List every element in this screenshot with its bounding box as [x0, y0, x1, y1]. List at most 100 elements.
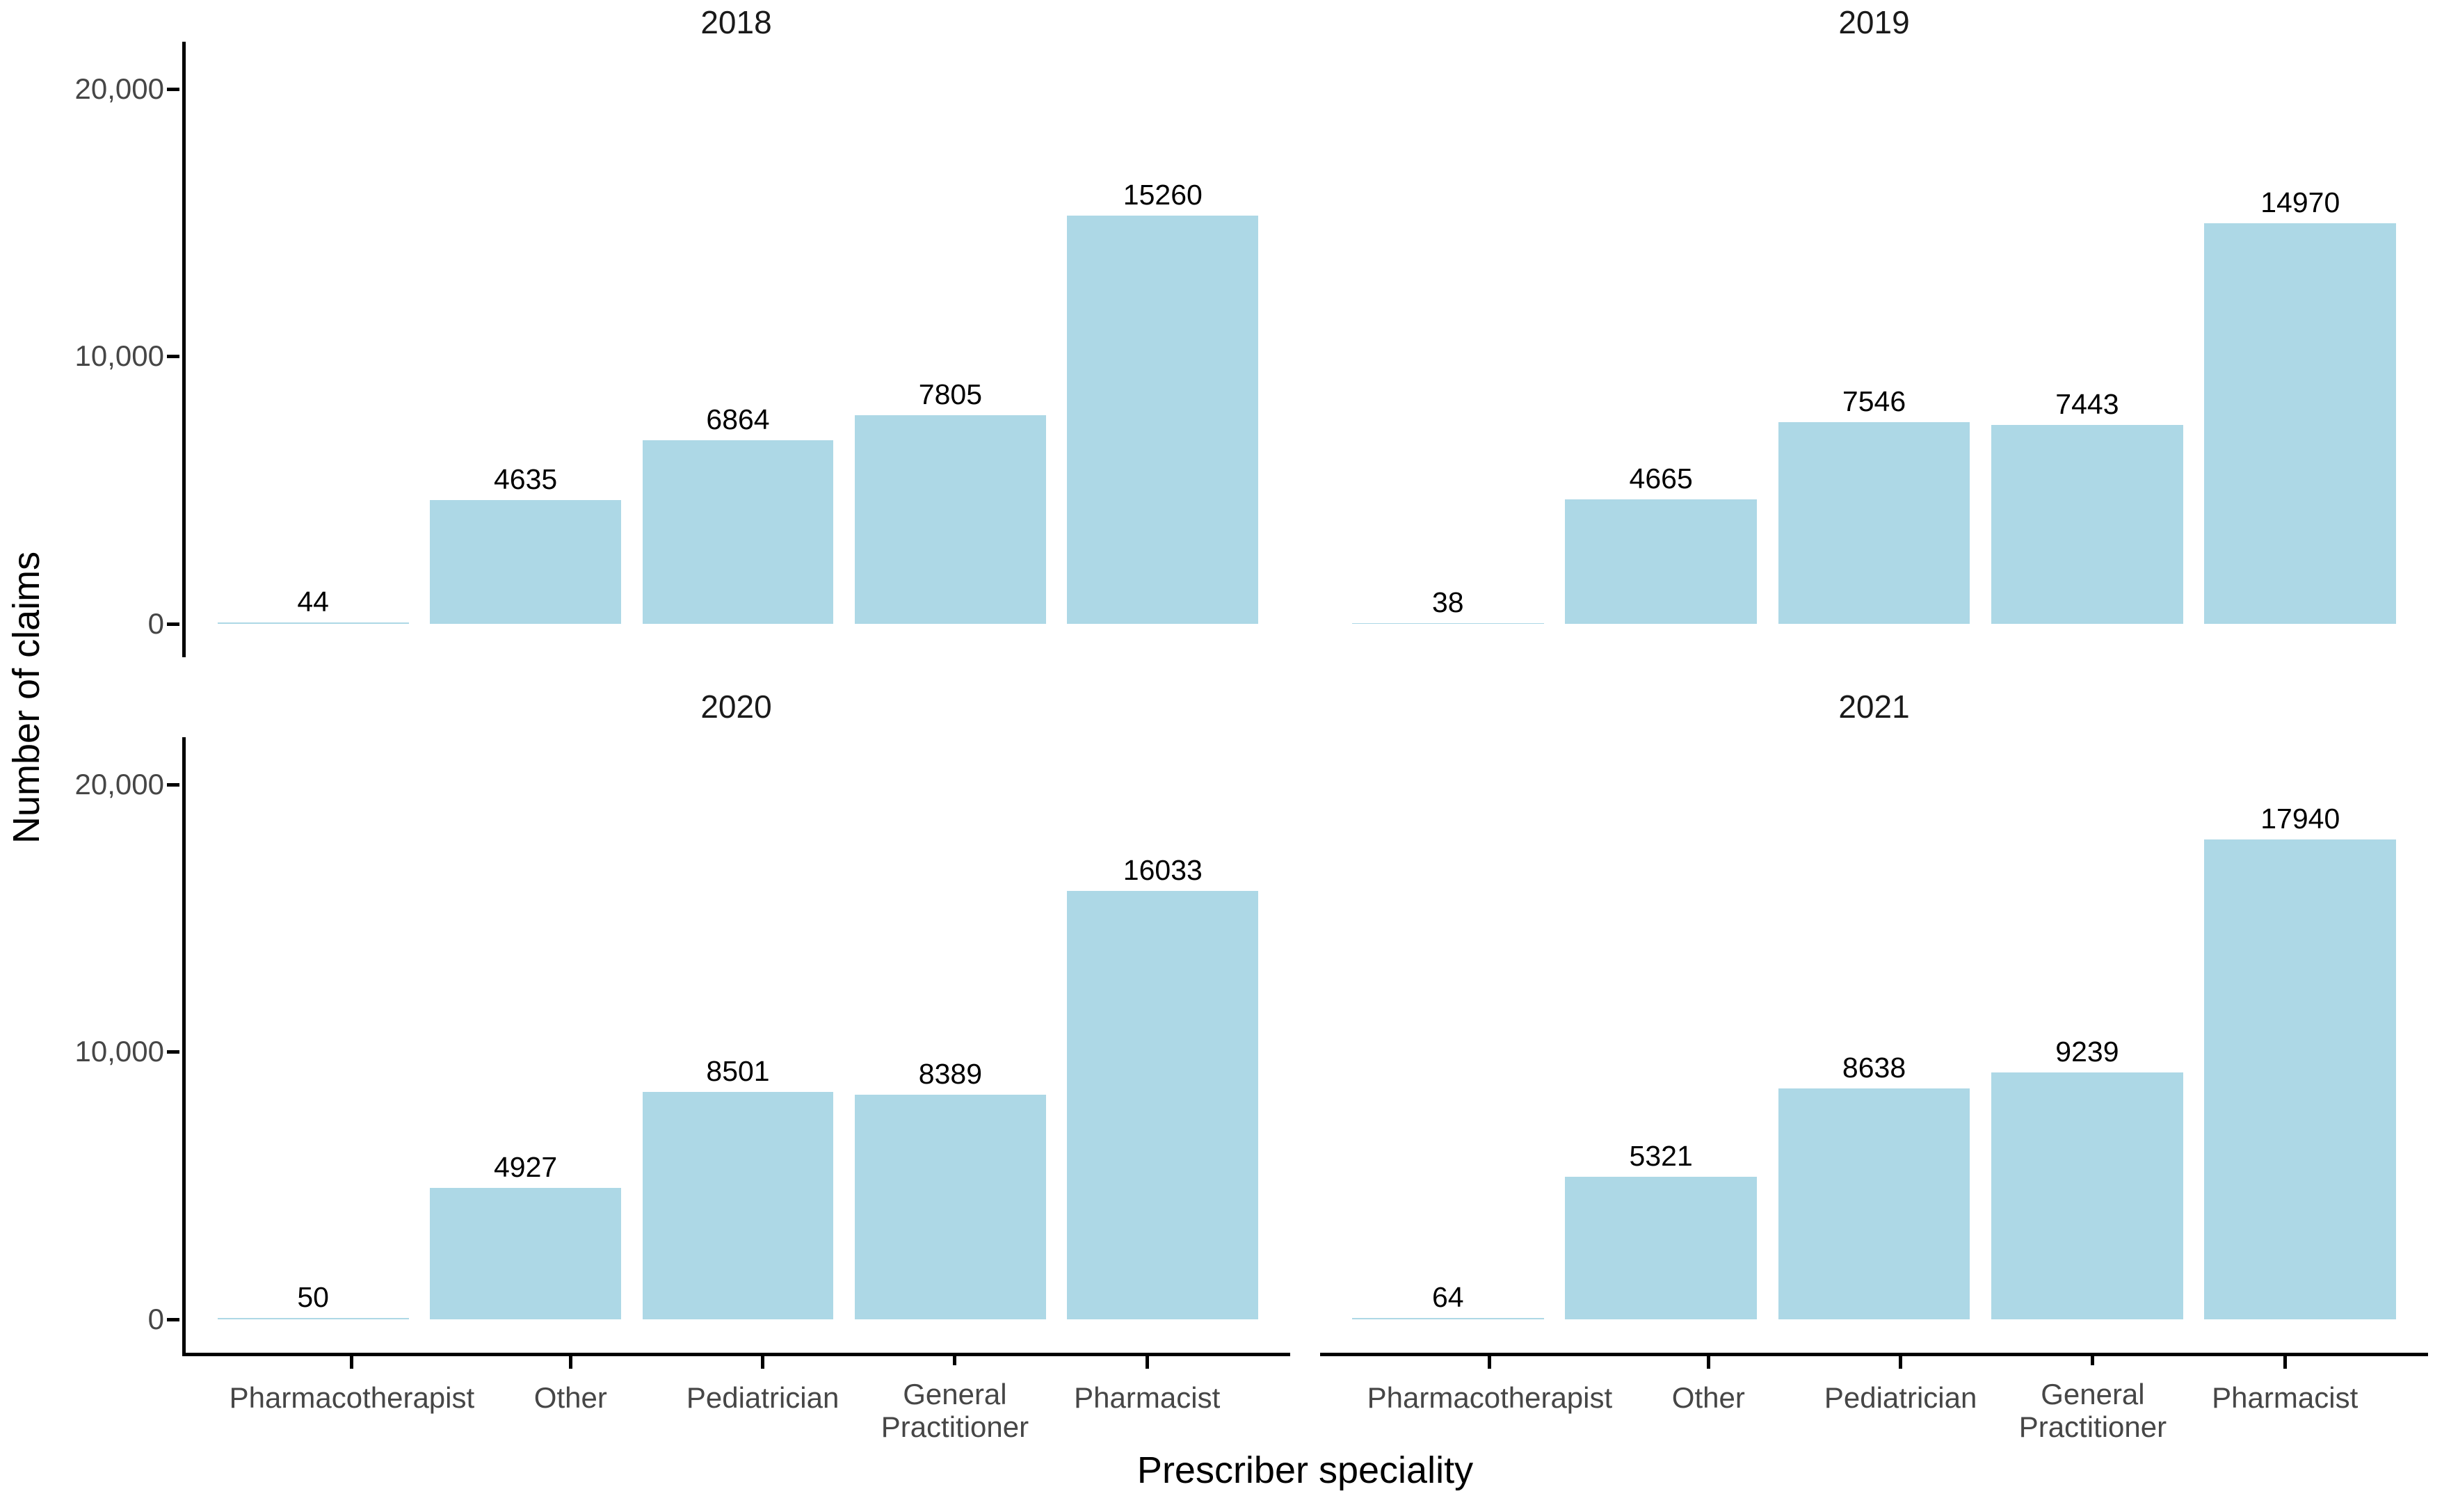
bar [854, 415, 1046, 624]
x-category-label: Other [533, 1381, 607, 1414]
y-axis-title: Number of claims [6, 551, 47, 844]
x-axis-right: Pharmacotherapist Other Pediatrician Gen… [1320, 1353, 2428, 1443]
y-tick-label-0: 0 [147, 607, 164, 640]
x-category-label: General Practitioner [881, 1378, 1029, 1443]
bar [430, 1187, 622, 1319]
x-tick-mark [953, 1356, 957, 1365]
bar-value-label: 6864 [706, 403, 770, 436]
bar [1067, 216, 1259, 624]
x-tick-mark [1145, 1356, 1149, 1369]
y-tick-mark [167, 783, 179, 787]
x-tick-mark [350, 1356, 354, 1369]
bar [1778, 421, 1970, 624]
bar [642, 1092, 834, 1319]
y-tick-mark [167, 88, 179, 91]
bar-value-label: 9239 [2055, 1035, 2119, 1068]
x-tick-mark [761, 1356, 765, 1369]
x-category-label: General Practitioner [2018, 1378, 2167, 1443]
bar [1991, 1072, 2183, 1319]
bar-slot-pharmacotherapist: 64 [1342, 737, 1554, 1319]
bar-value-label: 4635 [493, 463, 558, 495]
y-tick-label-20000: 20,000 [74, 72, 164, 105]
bar-slot-other: 5321 [1554, 737, 1767, 1319]
bar [430, 499, 622, 624]
bar-slot-general-practitioner: 7805 [844, 42, 1056, 624]
bar [1565, 499, 1757, 624]
x-category: General Practitioner [1997, 1356, 2189, 1443]
bar-value-label: 7805 [918, 378, 983, 410]
bar [217, 1318, 409, 1319]
bar [1351, 622, 1544, 624]
bar [1778, 1088, 1970, 1319]
bar-slot-pharmacotherapist: 38 [1342, 42, 1554, 624]
bars-row: 44 4635 6864 7805 15260 [186, 42, 1290, 624]
x-category: Pharmacotherapist [229, 1356, 475, 1443]
panel-2021: 64 5321 8638 9239 17940 [1320, 737, 2428, 1353]
bar-slot-pharmacotherapist: 44 [207, 42, 419, 624]
bar-slot-other: 4635 [419, 42, 632, 624]
bar [1565, 1177, 1757, 1319]
x-tick-mark [568, 1356, 572, 1369]
bar-value-label: 4665 [1629, 462, 1693, 494]
x-category: Pharmacist [1051, 1356, 1243, 1443]
facet-title-2019: 2019 [1838, 4, 1910, 40]
x-category-label: Pharmacist [1074, 1381, 1221, 1414]
bar-value-label: 5321 [1629, 1140, 1693, 1173]
bar-value-label: 8501 [706, 1055, 770, 1088]
bar-value-label: 7443 [2055, 387, 2119, 420]
x-category-label: Pharmacist [2212, 1381, 2358, 1414]
y-tick-mark [167, 622, 179, 626]
y-tick-label-20000: 20,000 [74, 768, 164, 801]
x-category-label: Pharmacotherapist [229, 1381, 475, 1414]
bar-value-label: 50 [297, 1281, 329, 1314]
x-category: General Practitioner [859, 1356, 1051, 1443]
bar-value-label: 16033 [1123, 853, 1203, 886]
panel-2020: 50 4927 8501 8389 16033 [182, 737, 1290, 1353]
bar [1351, 1317, 1544, 1319]
x-category-label: Pharmacotherapist [1367, 1381, 1613, 1414]
x-tick-mark [1488, 1356, 1492, 1369]
bars-row: 64 5321 8638 9239 17940 [1320, 737, 2428, 1319]
bar-value-label: 44 [297, 586, 329, 618]
facet-title-2018: 2018 [700, 4, 772, 40]
bar [854, 1095, 1046, 1319]
x-category-label: Other [1671, 1381, 1745, 1414]
x-category-label: Pediatrician [1824, 1381, 1977, 1414]
bar [1991, 424, 2183, 624]
bar-slot-pharmacist: 14970 [2194, 42, 2406, 624]
x-category: Pediatrician [666, 1356, 858, 1443]
x-axis-left: Pharmacotherapist Other Pediatrician Gen… [182, 1353, 1290, 1443]
x-category: Pediatrician [1804, 1356, 1996, 1443]
bar-slot-pharmacist: 17940 [2194, 737, 2406, 1319]
bar-value-label: 17940 [2260, 803, 2340, 835]
x-category: Pharmacotherapist [1367, 1356, 1613, 1443]
y-tick-mark [167, 355, 179, 358]
x-category: Other [1612, 1356, 1804, 1443]
bar [2204, 839, 2397, 1319]
bar-slot-pediatrician: 8501 [632, 737, 844, 1319]
bar-value-label: 64 [1431, 1280, 1464, 1313]
facet-title-2021: 2021 [1838, 689, 1910, 725]
bars-row: 50 4927 8501 8389 16033 [186, 737, 1290, 1319]
panel-2019: 38 4665 7546 7443 14970 [1320, 42, 2428, 657]
bar-slot-other: 4665 [1554, 42, 1767, 624]
bar-slot-general-practitioner: 9239 [1981, 737, 2194, 1319]
y-tick-label-10000: 10,000 [74, 1035, 164, 1068]
bar-value-label: 8638 [1842, 1051, 1906, 1084]
bar-slot-other: 4927 [419, 737, 632, 1319]
bar-slot-general-practitioner: 8389 [844, 737, 1056, 1319]
bar [2204, 223, 2397, 624]
bar-value-label: 38 [1431, 586, 1464, 618]
bar [217, 622, 409, 624]
x-category: Other [474, 1356, 666, 1443]
y-tick-mark [167, 1050, 179, 1054]
bars-row: 38 4665 7546 7443 14970 [1320, 42, 2428, 624]
x-tick-mark [1899, 1356, 1903, 1369]
bar-slot-pediatrician: 6864 [632, 42, 844, 624]
bar [1067, 890, 1259, 1319]
bar-slot-general-practitioner: 7443 [1981, 42, 2194, 624]
x-tick-mark [1706, 1356, 1710, 1369]
x-tick-mark [2091, 1356, 2095, 1365]
x-axis-title: Prescriber speciality [1136, 1449, 1474, 1491]
